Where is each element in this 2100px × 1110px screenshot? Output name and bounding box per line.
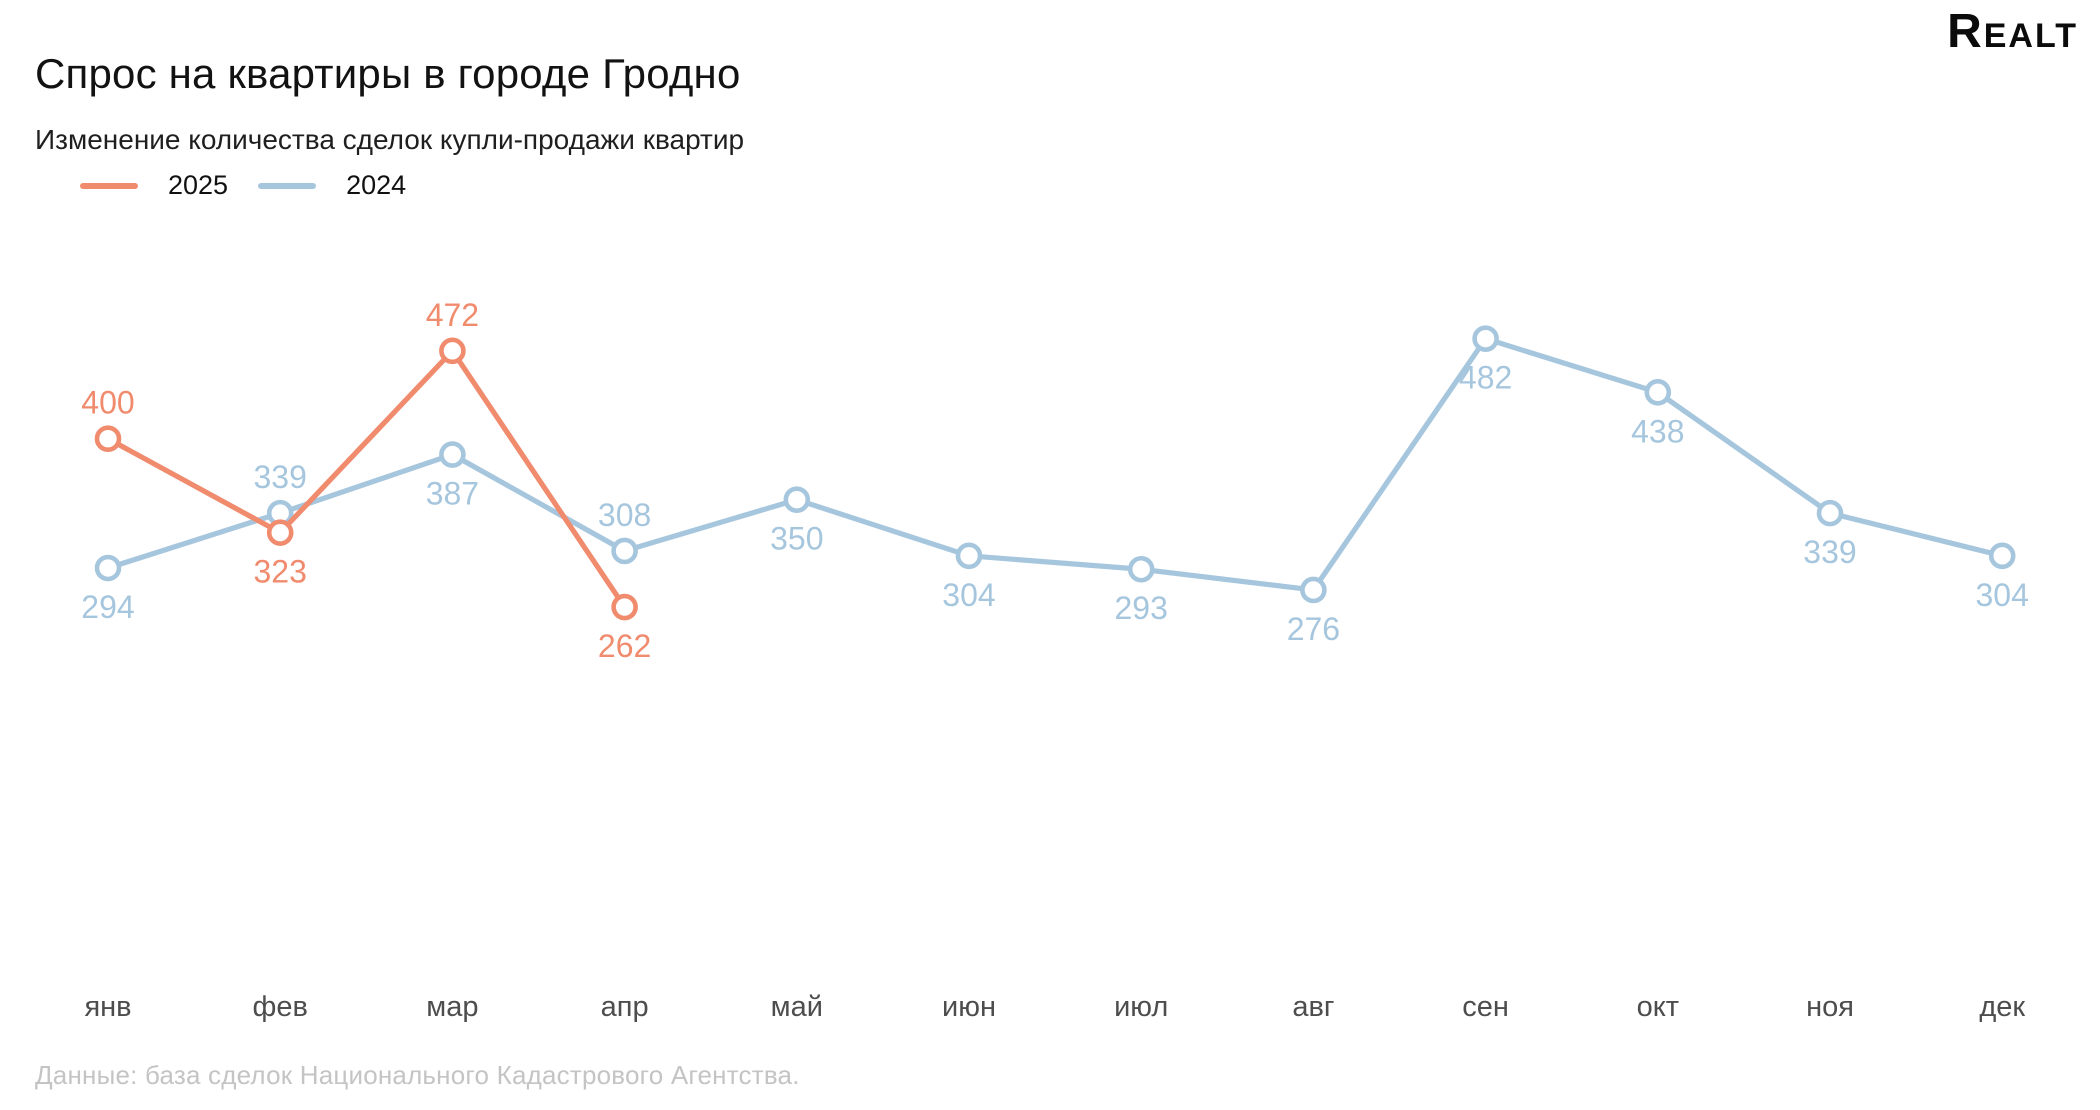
data-label-2024-янв: 294 bbox=[81, 589, 134, 625]
x-axis-label: фев bbox=[252, 991, 307, 1023]
data-label-2025-фев: 323 bbox=[254, 554, 307, 590]
data-label-2024-сен: 482 bbox=[1459, 360, 1512, 396]
legend-label: 2025 bbox=[168, 170, 229, 200]
page-subtitle: Изменение количества сделок купли-продаж… bbox=[35, 124, 745, 155]
data-label-2024-авг: 276 bbox=[1287, 611, 1340, 647]
data-point-2024-май[interactable] bbox=[783, 486, 811, 514]
data-point-2024-июл[interactable] bbox=[1127, 555, 1155, 583]
data-point-2024-мар[interactable] bbox=[439, 441, 466, 468]
data-point-2024-окт[interactable] bbox=[1644, 379, 1672, 406]
chart-legend: 2025 2024 bbox=[80, 170, 406, 201]
data-point-2024-июн[interactable] bbox=[955, 542, 983, 570]
data-point-2024-ноя[interactable] bbox=[1816, 499, 1844, 527]
data-label-2024-окт: 438 bbox=[1631, 413, 1684, 449]
data-label-2025-янв: 400 bbox=[81, 385, 134, 421]
x-axis-label: мар bbox=[426, 991, 478, 1023]
data-point-2025-фев[interactable] bbox=[266, 519, 294, 546]
data-label-2024-ноя: 339 bbox=[1803, 534, 1856, 570]
line-series-2025 bbox=[105, 348, 628, 610]
data-point-2024-апр[interactable] bbox=[611, 537, 638, 565]
page-title: Спрос на квартиры в городе Гродно bbox=[35, 50, 741, 98]
x-axis-label: апр bbox=[601, 991, 649, 1023]
x-axis-label: сен bbox=[1462, 991, 1509, 1023]
data-label-2024-май: 350 bbox=[770, 521, 823, 557]
data-point-2025-янв[interactable] bbox=[94, 425, 122, 453]
x-axis-label: авг bbox=[1292, 991, 1334, 1023]
x-axis-label: июл bbox=[1114, 991, 1168, 1023]
data-label-2024-апр: 308 bbox=[598, 497, 651, 533]
x-axis-label: янв bbox=[84, 991, 131, 1023]
legend-item-2025: 2025 bbox=[80, 170, 228, 201]
x-axis-label: окт bbox=[1637, 991, 1679, 1023]
x-axis-label: ноя bbox=[1806, 991, 1854, 1023]
data-point-2024-янв[interactable] bbox=[94, 554, 122, 582]
data-label-2024-дек: 304 bbox=[1976, 577, 2029, 613]
legend-swatch-2025 bbox=[80, 182, 138, 189]
data-label-2025-апр: 262 bbox=[598, 628, 651, 664]
source-caption: Данные: база сделок Национального Кадаст… bbox=[35, 1060, 800, 1090]
data-label-2025-мар: 472 bbox=[426, 297, 479, 333]
x-axis-label: май bbox=[771, 991, 823, 1023]
data-point-2024-авг[interactable] bbox=[1300, 576, 1327, 604]
data-point-2024-сен[interactable] bbox=[1472, 325, 1499, 352]
realt-logo: Realt bbox=[1947, 5, 2078, 58]
data-label-2024-мар: 387 bbox=[426, 476, 479, 512]
data-point-2025-апр[interactable] bbox=[611, 593, 638, 621]
data-label-2024-июн: 304 bbox=[942, 577, 995, 613]
legend-swatch-2024 bbox=[258, 182, 317, 189]
data-point-2025-мар[interactable] bbox=[439, 337, 466, 365]
legend-item-2024: 2024 bbox=[258, 170, 406, 201]
line-series-2024 bbox=[105, 336, 2005, 593]
data-label-2024-фев: 339 bbox=[254, 459, 307, 495]
x-axis-label: дек bbox=[1979, 991, 2025, 1023]
data-point-2024-дек[interactable] bbox=[1988, 542, 2016, 570]
data-label-2024-июл: 293 bbox=[1115, 590, 1168, 626]
x-axis-label: июн bbox=[942, 991, 996, 1023]
legend-label: 2024 bbox=[346, 170, 407, 200]
